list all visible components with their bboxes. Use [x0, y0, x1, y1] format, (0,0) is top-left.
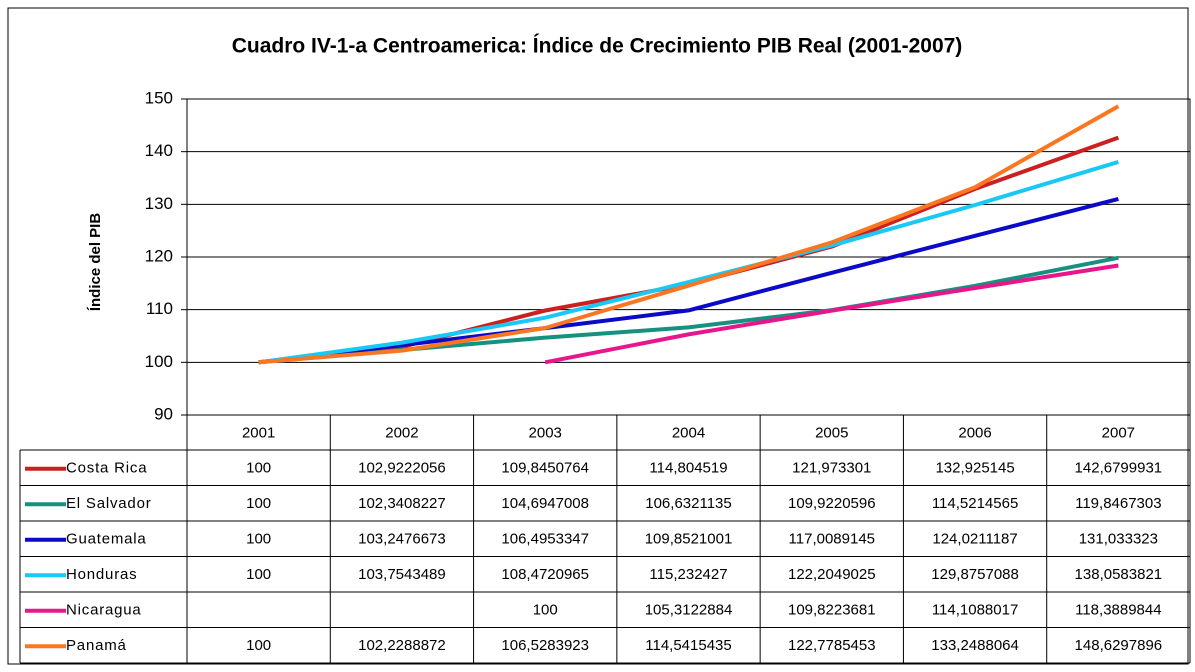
table-value: 131,033323: [1079, 531, 1158, 548]
table-value: 102,2288872: [358, 637, 446, 654]
y-axis-label: Índice del PIB: [87, 213, 104, 312]
table-value: 132,925145: [935, 460, 1014, 477]
table-value: 142,6799931: [1075, 460, 1163, 477]
table-value: 100: [246, 637, 271, 654]
table-value: 106,6321135: [645, 495, 731, 512]
series-line: [258, 104, 1120, 365]
y-tick-label: 90: [154, 404, 173, 423]
table-value: 117,0089145: [789, 531, 875, 548]
x-tick-label: 2002: [385, 424, 418, 441]
table-value: 133,2488064: [931, 637, 1019, 654]
x-tick-label: 2001: [242, 424, 275, 441]
table-value: 115,232427: [649, 566, 727, 583]
table-value: 102,9222056: [358, 460, 446, 477]
table-value: 106,4953347: [501, 531, 589, 548]
table-value: 121,973301: [792, 460, 871, 477]
table-value: 109,8223681: [788, 602, 876, 619]
table-value: 100: [533, 602, 558, 619]
y-tick-label: 140: [145, 141, 173, 160]
table-value: 103,7543489: [358, 566, 446, 583]
table-value: 138,0583821: [1075, 566, 1163, 583]
table-value: 122,7785453: [788, 637, 876, 654]
table-value: 114,1088017: [932, 602, 1018, 619]
legend-label: Costa Rica: [66, 460, 147, 477]
table-value: 102,3408227: [358, 495, 446, 512]
y-tick-label: 150: [145, 88, 173, 107]
legend-label: Honduras: [66, 566, 137, 583]
table-value: 100: [246, 566, 271, 583]
table-value: 114,5214565: [932, 495, 1018, 512]
table-value: 100: [246, 531, 271, 548]
table-value: 100: [246, 460, 271, 477]
legend-label: Nicaragua: [66, 602, 142, 619]
table-value: 124,0211187: [932, 531, 1017, 548]
table-value: 104,6947008: [501, 495, 589, 512]
table-value: 119,8467303: [1075, 495, 1161, 512]
table-value: 122,2049025: [788, 566, 876, 583]
y-tick-label: 100: [145, 352, 173, 371]
table-value: 109,9220596: [788, 495, 876, 512]
x-tick-label: 2004: [672, 424, 705, 441]
table-value: 106,5283923: [501, 637, 589, 654]
table-value: 148,6297896: [1075, 637, 1163, 654]
y-tick-label: 110: [146, 299, 173, 318]
series-line: [544, 263, 1119, 365]
legend-label: Panamá: [66, 637, 127, 654]
chart-frame: [7, 7, 1189, 665]
table-value: 129,8757088: [931, 566, 1019, 583]
table-value: 109,8450764: [501, 460, 589, 477]
series-line: [258, 196, 1119, 365]
table-value: 103,2476673: [358, 531, 446, 548]
x-tick-label: 2007: [1102, 424, 1135, 441]
x-tick-label: 2006: [958, 424, 991, 441]
x-tick-label: 2003: [529, 424, 562, 441]
table-value: 114,5415435: [645, 637, 731, 654]
table-value: 100: [246, 495, 271, 512]
y-tick-label: 130: [145, 194, 173, 213]
y-tick-label: 120: [145, 246, 173, 265]
series-line: [258, 159, 1119, 365]
table-value: 114,804519: [649, 460, 727, 477]
legend-label: Guatemala: [66, 531, 147, 548]
legend-label: El Salvador: [66, 495, 152, 512]
chart-title: Cuadro IV-1-a Centroamerica: Índice de C…: [232, 35, 963, 58]
table-value: 108,4720965: [501, 566, 589, 583]
table-value: 118,3889844: [1075, 602, 1161, 619]
table-value: 105,3122884: [645, 602, 733, 619]
x-tick-label: 2005: [815, 424, 848, 441]
table-value: 109,8521001: [645, 531, 733, 548]
